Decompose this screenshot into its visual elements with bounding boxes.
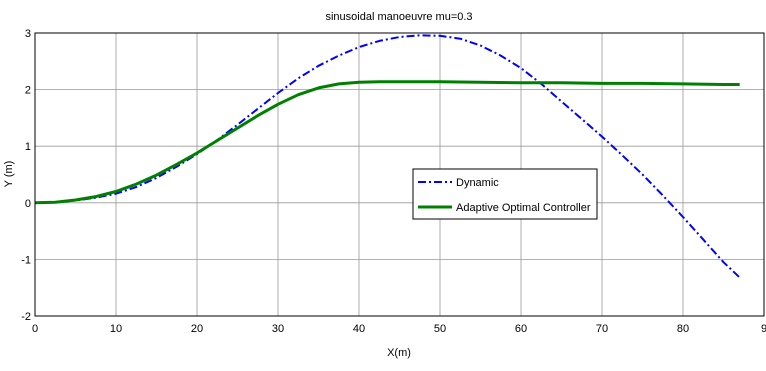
x-tick-label: 50 [434, 323, 446, 335]
x-tick-label: 10 [110, 323, 122, 335]
y-tick-label: -2 [21, 311, 31, 323]
series-lines [34, 34, 741, 279]
series-line-adaptive-optimal-controller [34, 80, 740, 205]
plot-area [35, 33, 764, 316]
legend: Dynamic Adaptive Optimal Controller [412, 168, 598, 220]
x-tick-label: 70 [596, 323, 608, 335]
legend-box [412, 168, 598, 220]
axis-ticks: 0 10 20 30 40 50 60 70 80 9 -2 -1 0 1 2 3 [21, 28, 766, 335]
y-tick-label: 3 [25, 28, 31, 40]
x-tick-label: 9 [761, 323, 766, 335]
plot-frame [34, 32, 765, 317]
y-tick-label: 2 [25, 85, 31, 97]
y-tick-label: -1 [21, 254, 31, 266]
x-tick-label: 60 [515, 323, 527, 335]
chart-title: sinusoidal manoeuvre mu=0.3 [325, 11, 472, 23]
x-axis-label: X(m) [387, 347, 411, 359]
series-line-dynamic [34, 34, 741, 279]
legend-label-dynamic: Dynamic [456, 177, 499, 189]
x-tick-label: 0 [32, 323, 38, 335]
x-tick-label: 20 [191, 323, 203, 335]
x-tick-label: 40 [353, 323, 365, 335]
legend-label-adaptive: Adaptive Optimal Controller [456, 202, 591, 214]
x-tick-label: 80 [677, 323, 689, 335]
y-tick-label: 0 [25, 198, 31, 210]
x-tick-label: 30 [272, 323, 284, 335]
y-tick-label: 1 [25, 141, 31, 153]
y-axis-label: Y (m) [3, 161, 15, 188]
